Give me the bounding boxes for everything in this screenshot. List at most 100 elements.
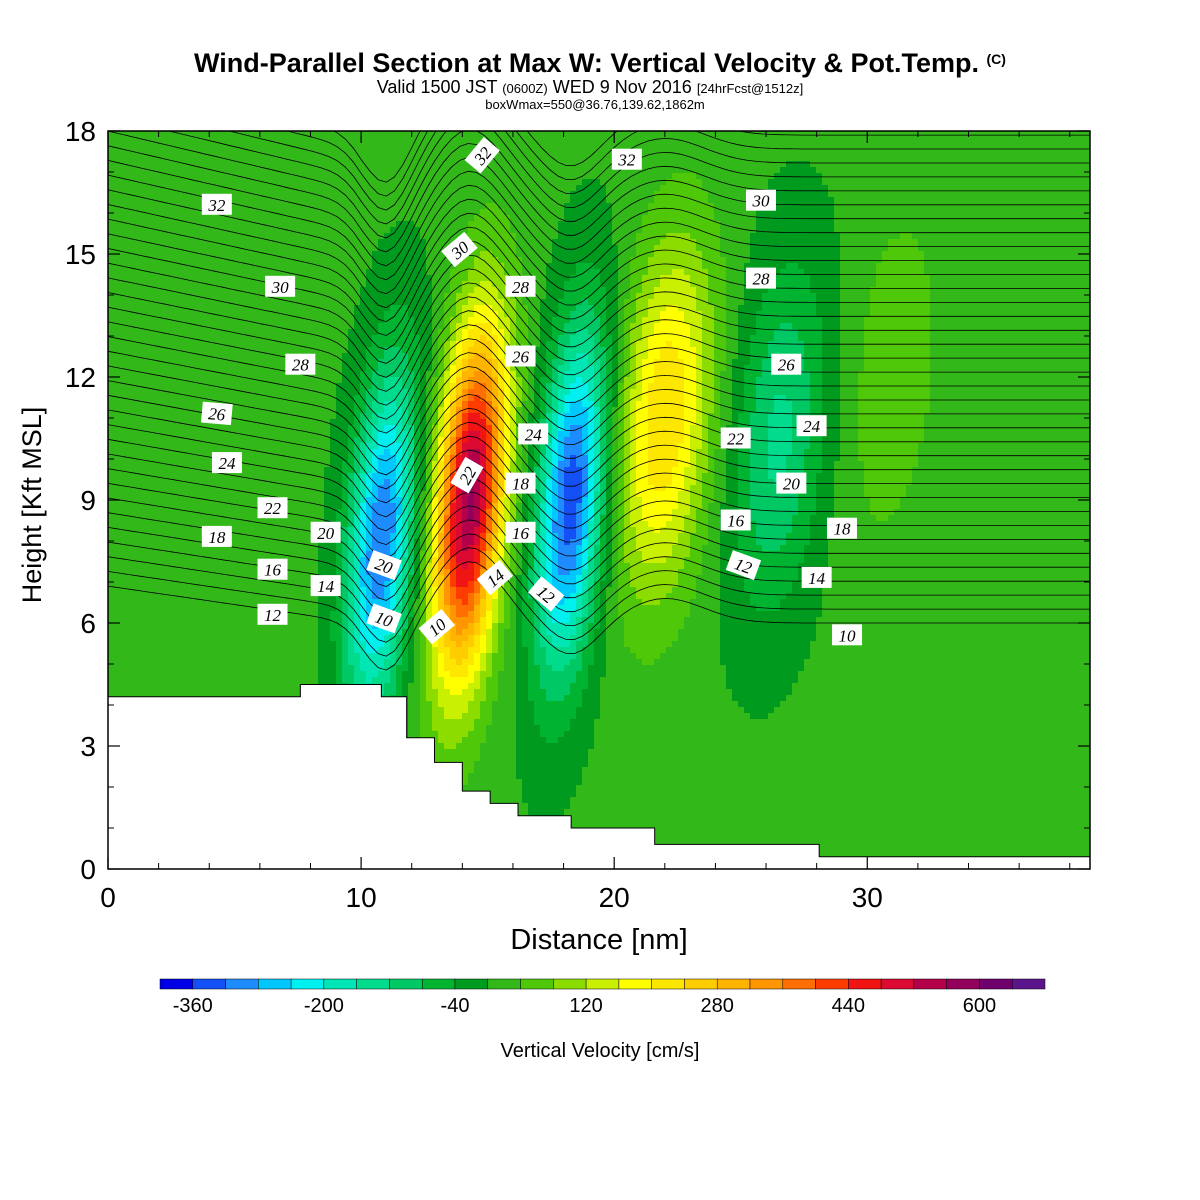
field-cell xyxy=(174,227,181,234)
field-cell xyxy=(186,545,193,552)
field-cell xyxy=(222,287,229,294)
field-cell xyxy=(264,263,271,270)
field-cell xyxy=(240,191,247,198)
field-cell xyxy=(234,611,241,618)
field-cell xyxy=(150,143,157,150)
field-cell xyxy=(138,539,145,546)
field-cell xyxy=(348,287,355,294)
field-cell xyxy=(132,191,139,198)
field-cell xyxy=(324,173,331,180)
field-cell xyxy=(192,449,199,456)
field-cell xyxy=(186,263,193,270)
field-cell xyxy=(330,407,337,414)
field-cell xyxy=(246,545,253,552)
field-cell xyxy=(252,491,259,498)
field-cell xyxy=(252,521,259,528)
field-cell xyxy=(324,263,331,270)
field-cell xyxy=(234,383,241,390)
field-cell xyxy=(132,287,139,294)
field-cell xyxy=(276,635,283,642)
field-cell xyxy=(240,137,247,144)
field-cell xyxy=(246,173,253,180)
field-cell xyxy=(294,587,301,594)
field-cell xyxy=(192,389,199,396)
field-cell xyxy=(216,173,223,180)
field-cell xyxy=(336,665,343,672)
field-cell xyxy=(318,623,325,630)
field-cell xyxy=(114,671,121,678)
field-cell xyxy=(126,677,133,684)
field-cell xyxy=(300,323,307,330)
field-cell xyxy=(150,389,157,396)
field-cell xyxy=(192,299,199,306)
field-cell xyxy=(240,659,247,666)
field-cell xyxy=(198,137,205,144)
field-cell xyxy=(288,239,295,246)
field-cell xyxy=(282,347,289,354)
field-cell xyxy=(204,329,211,336)
field-cell xyxy=(270,461,277,468)
field-cell xyxy=(120,473,127,480)
field-cell xyxy=(228,185,235,192)
field-cell xyxy=(108,659,115,666)
field-cell xyxy=(300,137,307,144)
field-cell xyxy=(156,341,163,348)
field-cell xyxy=(126,161,133,168)
field-cell xyxy=(162,431,169,438)
field-cell xyxy=(162,173,169,180)
field-cell xyxy=(156,671,163,678)
field-cell xyxy=(126,689,133,696)
field-cell xyxy=(252,245,259,252)
field-cell xyxy=(198,431,205,438)
field-cell xyxy=(294,269,301,276)
field-cell xyxy=(240,647,247,654)
field-cell xyxy=(132,161,139,168)
field-cell xyxy=(252,209,259,216)
field-cell xyxy=(144,557,151,564)
field-cell xyxy=(270,683,277,690)
field-cell xyxy=(258,269,265,276)
field-cell xyxy=(324,509,331,516)
field-cell xyxy=(240,581,247,588)
field-cell xyxy=(144,269,151,276)
field-cell xyxy=(126,611,133,618)
field-cell xyxy=(318,275,325,282)
field-cell xyxy=(222,671,229,678)
field-cell xyxy=(252,341,259,348)
field-cell xyxy=(198,347,205,354)
field-cell xyxy=(198,551,205,558)
field-cell xyxy=(168,221,175,228)
field-cell xyxy=(180,653,187,660)
field-cell xyxy=(186,515,193,522)
field-cell xyxy=(252,383,259,390)
field-cell xyxy=(276,245,283,252)
field-cell xyxy=(294,203,301,210)
field-cell xyxy=(330,671,337,678)
field-cell xyxy=(126,419,133,426)
field-cell xyxy=(150,269,157,276)
field-cell xyxy=(330,293,337,300)
field-cell xyxy=(294,479,301,486)
field-cell xyxy=(318,665,325,672)
field-cell xyxy=(180,371,187,378)
field-cell xyxy=(210,287,217,294)
field-cell xyxy=(300,587,307,594)
field-cell xyxy=(258,407,265,414)
field-cell xyxy=(336,191,343,198)
field-cell xyxy=(168,341,175,348)
field-cell xyxy=(126,473,133,480)
field-cell xyxy=(234,443,241,450)
field-cell xyxy=(174,167,181,174)
field-cell xyxy=(192,401,199,408)
field-cell xyxy=(252,611,259,618)
field-cell xyxy=(324,611,331,618)
field-cell xyxy=(150,365,157,372)
field-cell xyxy=(150,317,157,324)
field-cell xyxy=(294,143,301,150)
field-cell xyxy=(312,131,319,138)
field-cell xyxy=(282,521,289,528)
field-cell xyxy=(294,311,301,318)
field-cell xyxy=(192,143,199,150)
field-cell xyxy=(246,233,253,240)
field-cell xyxy=(342,215,349,222)
